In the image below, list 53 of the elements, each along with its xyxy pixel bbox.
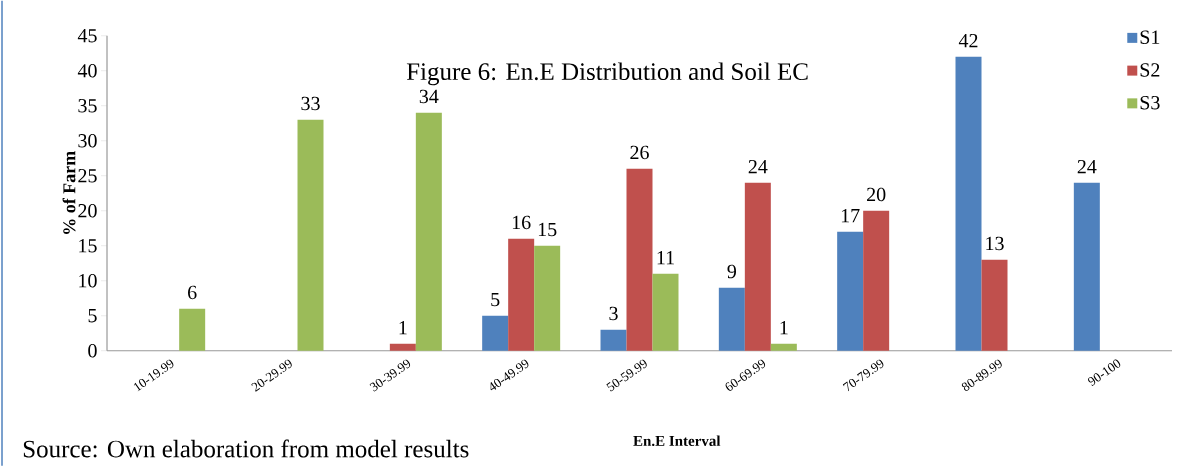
y-tick-label: 5 xyxy=(88,309,97,323)
data-label: 5 xyxy=(491,293,500,307)
y-tick-label: 25 xyxy=(78,169,97,183)
bar xyxy=(955,57,982,351)
data-label: 1 xyxy=(780,321,788,335)
bar xyxy=(626,169,653,351)
y-tick-label: 45 xyxy=(77,29,97,43)
y-tick-label: 10 xyxy=(79,274,97,288)
data-label: 24 xyxy=(1077,160,1097,174)
data-label: 13 xyxy=(986,237,1004,251)
bar xyxy=(179,309,206,351)
data-label: 17 xyxy=(841,209,860,223)
data-label: 42 xyxy=(958,34,978,48)
bar xyxy=(837,232,864,351)
legend-label: S1 xyxy=(1140,30,1160,45)
data-label: 3 xyxy=(609,307,618,321)
bar xyxy=(863,211,890,351)
y-axis-title: % of Farm xyxy=(62,151,76,235)
data-label: 9 xyxy=(727,265,737,279)
y-tick-label: 30 xyxy=(78,134,97,148)
bar xyxy=(981,260,1008,351)
y-tick-label: 20 xyxy=(78,204,97,218)
data-label: 11 xyxy=(657,251,674,265)
bar xyxy=(718,288,745,351)
legend-label: S2 xyxy=(1140,63,1160,77)
data-label: 15 xyxy=(538,223,557,237)
y-tick-label: 0 xyxy=(88,344,97,358)
bar xyxy=(1073,183,1100,351)
data-label: 33 xyxy=(301,97,320,111)
y-tick-label: 35 xyxy=(78,99,97,113)
bar xyxy=(534,246,561,351)
data-label: 24 xyxy=(748,160,768,174)
bar xyxy=(508,239,535,351)
bar xyxy=(744,183,771,351)
data-label: 1 xyxy=(399,321,407,335)
bar xyxy=(297,120,324,351)
data-label: 6 xyxy=(188,286,197,300)
bar xyxy=(770,344,797,351)
y-tick-label: 15 xyxy=(79,239,97,253)
legend-label: S3 xyxy=(1140,96,1160,110)
data-label: 26 xyxy=(630,146,649,160)
text: Figure 6: En.E Distribution and Soil EC xyxy=(406,62,808,86)
bar xyxy=(389,344,416,351)
bar xyxy=(652,274,679,351)
data-label: 20 xyxy=(867,187,886,202)
data-label: 16 xyxy=(512,216,531,230)
bar xyxy=(600,330,627,351)
source-note: Source: Own elaboration from model results xyxy=(23,439,469,458)
bar xyxy=(415,113,442,351)
x-axis-title: En.E Interval xyxy=(633,435,721,447)
bar xyxy=(482,316,509,351)
data-label: 34 xyxy=(419,90,439,104)
y-tick-label: 40 xyxy=(77,64,97,78)
